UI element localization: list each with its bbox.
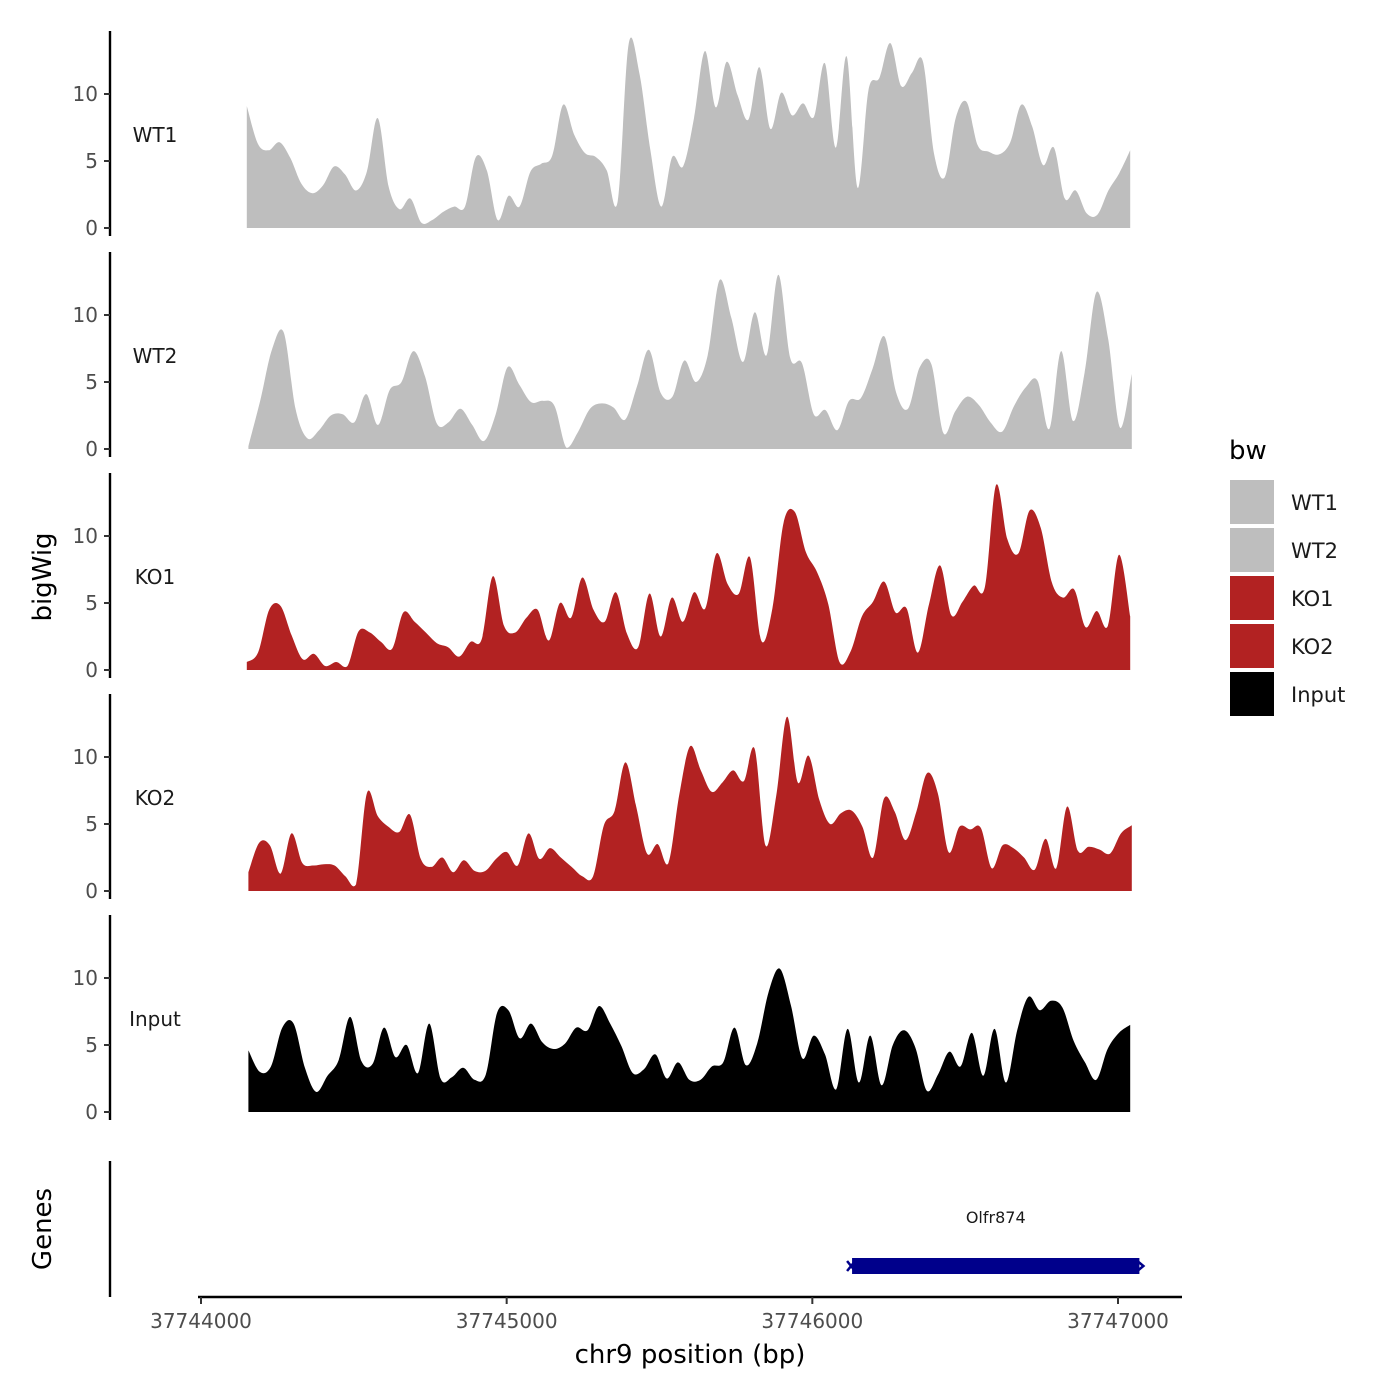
- panel-label-wt1: WT1: [133, 123, 178, 147]
- y-tick-label: 10: [73, 303, 98, 327]
- x-tick-label: 37744000: [150, 1309, 252, 1333]
- y-tick-label: 5: [85, 370, 98, 394]
- panel-input: 0 5 10 Input: [73, 915, 1131, 1124]
- legend-label: KO1: [1291, 587, 1334, 611]
- legend-label: Input: [1291, 683, 1345, 707]
- y-axis-title: bigWig: [28, 532, 58, 621]
- panel-ko2: 0 5 10 KO2: [73, 694, 1132, 903]
- legend-item-ko1: KO1: [1230, 576, 1334, 620]
- y-tick-label: 5: [85, 1033, 98, 1057]
- strand-marker: [846, 1260, 857, 1272]
- area-ko1: [246, 484, 1131, 670]
- gene-label: Olfr874: [966, 1208, 1026, 1227]
- y-tick-label: 10: [73, 966, 98, 990]
- x-axis-title: chr9 position (bp): [575, 1340, 806, 1370]
- strand-marker: [1136, 1260, 1146, 1272]
- panel-label-ko1: KO1: [135, 565, 176, 589]
- genes-track-label: Genes: [28, 1188, 58, 1270]
- genes-panel: Genes Olfr874: [28, 1161, 1146, 1297]
- legend-title: bw: [1229, 436, 1267, 466]
- area-wt1: [246, 37, 1131, 229]
- area-input: [248, 968, 1131, 1112]
- x-tick-label: 37747000: [1067, 1309, 1169, 1333]
- legend-swatch: [1230, 624, 1274, 668]
- panel-label-input: Input: [129, 1007, 181, 1031]
- legend-items: WT1 WT2 KO1 KO2 Input: [1230, 480, 1345, 716]
- legend-swatch: [1230, 672, 1274, 716]
- panel-wt1: 0 5 10 WT1: [73, 31, 1131, 240]
- legend-item-wt1: WT1: [1230, 480, 1338, 524]
- gene-olfr874: Olfr874: [846, 1208, 1146, 1274]
- gene-body: [852, 1258, 1140, 1274]
- y-tick-label: 0: [85, 216, 98, 240]
- panel-label-ko2: KO2: [135, 786, 176, 810]
- legend-item-ko2: KO2: [1230, 624, 1334, 668]
- y-tick-label: 10: [73, 524, 98, 548]
- legend-swatch: [1230, 480, 1274, 524]
- y-tick-label: 5: [85, 149, 98, 173]
- legend-item-wt2: WT2: [1230, 528, 1338, 572]
- panel-label-wt2: WT2: [133, 344, 178, 368]
- x-axis: 37744000 37745000 37746000 37747000 chr9 po…: [150, 1295, 1182, 1370]
- y-tick-label: 0: [85, 879, 98, 903]
- gene-marks: Olfr874: [846, 1208, 1146, 1274]
- y-tick-label: 0: [85, 1100, 98, 1124]
- legend-label: KO2: [1291, 635, 1334, 659]
- x-tick-label: 37745000: [456, 1309, 558, 1333]
- panel-ko1: 0 5 10 KO1: [73, 473, 1131, 682]
- x-ticks: 37744000 37745000 37746000 37747000: [150, 1297, 1169, 1333]
- area-wt2: [248, 274, 1132, 449]
- coverage-panels: 0 5 10 WT1 0 5 10 WT2 0 5 10 KO1 0 5 10 KO2 0 5 10 Input: [73, 31, 1132, 1124]
- legend-swatch: [1230, 528, 1274, 572]
- panel-wt2: 0 5 10 WT2: [73, 252, 1132, 461]
- y-tick-label: 5: [85, 812, 98, 836]
- legend-label: WT1: [1291, 491, 1338, 515]
- y-tick-label: 10: [73, 745, 98, 769]
- legend-item-input: Input: [1230, 672, 1345, 716]
- x-tick-label: 37746000: [761, 1309, 863, 1333]
- legend-label: WT2: [1291, 539, 1338, 563]
- y-tick-label: 5: [85, 591, 98, 615]
- y-tick-label: 0: [85, 658, 98, 682]
- y-tick-label: 10: [73, 82, 98, 106]
- y-tick-label: 0: [85, 437, 98, 461]
- legend-swatch: [1230, 576, 1274, 620]
- legend: bw WT1 WT2 KO1 KO2 Input: [1229, 436, 1345, 716]
- area-ko2: [248, 716, 1132, 891]
